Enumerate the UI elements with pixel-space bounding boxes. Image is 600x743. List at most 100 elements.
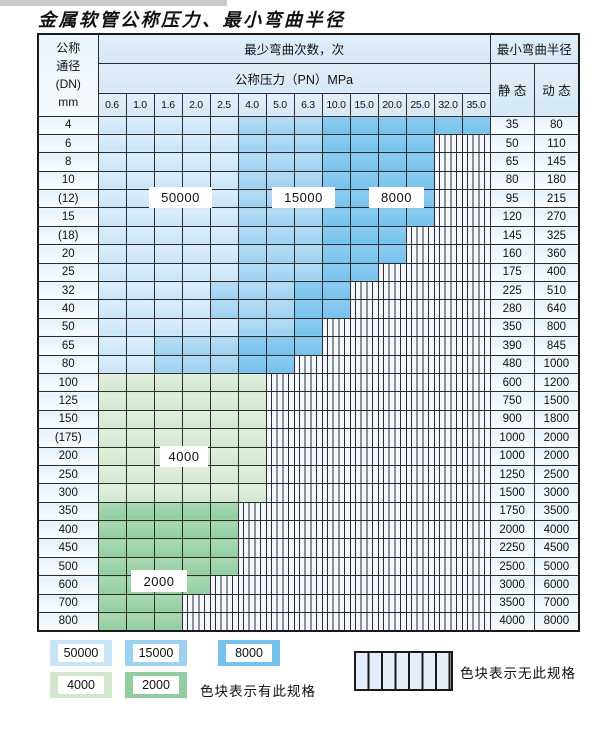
dynamic-value-cell: 510: [533, 281, 580, 301]
dn-cell: 300: [37, 483, 99, 503]
spec-cell-no-spec: [321, 575, 351, 595]
spec-cell-no-spec: [433, 207, 463, 227]
dn-cell: 25: [37, 262, 99, 283]
spec-cell-no-spec: [321, 391, 351, 411]
static-value-cell: 4000: [489, 612, 535, 632]
spec-cell-b8000: [377, 225, 407, 246]
spec-table: 公称 通径 (DN) mm 最少弯曲次数，次 最小弯曲半径 公称压力（PN）MPa 静…: [37, 33, 581, 632]
spec-cell-b8000: [349, 133, 379, 154]
dn-cell: (12): [37, 189, 99, 209]
spec-cell-b50000: [125, 281, 155, 301]
spec-cell-no-spec: [405, 501, 435, 522]
dynamic-value-cell: 4000: [533, 520, 580, 540]
spec-cell-g2000: [125, 501, 155, 522]
spec-cell-b8000: [405, 133, 435, 154]
spec-cell-b50000: [181, 262, 211, 283]
static-value-cell: 480: [489, 354, 535, 374]
spec-cell-b8000: [349, 225, 379, 246]
table-row: 32 225 510: [37, 281, 580, 301]
spec-cell-no-spec: [461, 501, 491, 522]
spec-cell-no-spec: [405, 354, 435, 374]
static-value-cell: 120: [489, 207, 535, 227]
spec-cell-g2000: [97, 575, 127, 595]
spec-cell-b50000: [153, 225, 183, 246]
spec-cell-no-spec: [265, 409, 295, 430]
spec-cell-no-spec: [321, 520, 351, 540]
spec-cell-b15000: [265, 281, 295, 301]
spec-cell-g2000: [209, 520, 239, 540]
spec-cell-no-spec: [321, 336, 351, 356]
legend-note-has-spec: 色块表示有此规格: [200, 684, 316, 699]
spec-cell-no-spec: [405, 483, 435, 503]
dynamic-value-cell: 640: [533, 299, 580, 319]
spec-cell-no-spec: [377, 281, 407, 301]
spec-cell-no-spec: [377, 575, 407, 595]
spec-cell-b8000: [293, 336, 323, 356]
spec-cell-no-spec: [433, 244, 463, 264]
spec-cell-no-spec: [405, 428, 435, 448]
spec-cell-b50000: [125, 354, 155, 374]
dn-cell: 40: [37, 299, 99, 319]
spec-cell-no-spec: [293, 575, 323, 595]
spec-cell-no-spec: [405, 299, 435, 319]
spec-cell-no-spec: [461, 317, 491, 338]
spec-cell-g2000: [209, 501, 239, 522]
spec-cell-g4000: [153, 409, 183, 430]
spec-cell-no-spec: [433, 446, 463, 466]
spec-cell-b15000: [265, 262, 295, 283]
spec-cell-no-spec: [461, 556, 491, 577]
spec-cell-b15000: [237, 189, 267, 209]
spec-cell-b50000: [97, 299, 127, 319]
spec-cell-b15000: [265, 244, 295, 264]
spec-cell-b15000: [237, 299, 267, 319]
spec-cell-no-spec: [181, 593, 211, 614]
table-row: 250 1250 2500: [37, 464, 580, 485]
table-row: 700 3500 7000: [37, 593, 580, 614]
spec-cell-no-spec: [293, 593, 323, 614]
spec-cell-g2000: [97, 593, 127, 614]
spec-cell-g4000: [125, 391, 155, 411]
spec-cell-no-spec: [405, 281, 435, 301]
spec-cell-no-spec: [181, 612, 211, 632]
dn-cell: 400: [37, 520, 99, 540]
spec-cell-no-spec: [433, 464, 463, 485]
legend-swatch-15000: 15000: [125, 640, 187, 666]
spec-cell-no-spec: [377, 428, 407, 448]
spec-cell-no-spec: [237, 556, 267, 577]
pressure-col-header: 4.0: [237, 92, 267, 117]
radius-header: 最小弯曲半径: [489, 33, 580, 64]
spec-cell-g4000: [97, 446, 127, 466]
spec-cell-b50000: [125, 317, 155, 338]
spec-cell-b50000: [153, 317, 183, 338]
dynamic-value-cell: 6000: [533, 575, 580, 595]
spec-cell-no-spec: [321, 538, 351, 558]
spec-cell-g4000: [237, 372, 267, 393]
spec-cell-b8000: [293, 299, 323, 319]
spec-cell-no-spec: [461, 409, 491, 430]
table-row: 300 1500 3000: [37, 483, 580, 503]
pressure-col-header: 6.3: [293, 92, 323, 117]
dynamic-value-cell: 325: [533, 225, 580, 246]
dn-cell: 800: [37, 612, 99, 632]
spec-cell-b8000: [321, 299, 351, 319]
spec-cell-b50000: [209, 225, 239, 246]
static-value-cell: 280: [489, 299, 535, 319]
spec-cell-no-spec: [405, 317, 435, 338]
zone-label-8000: 8000: [369, 187, 424, 208]
static-value-cell: 2250: [489, 538, 535, 558]
table-row: 500 2500 5000: [37, 556, 580, 577]
spec-cell-no-spec: [349, 317, 379, 338]
spec-cell-b8000: [293, 281, 323, 301]
spec-cell-b8000: [321, 152, 351, 172]
spec-cell-b50000: [97, 262, 127, 283]
spec-cell-no-spec: [293, 446, 323, 466]
spec-cell-no-spec: [349, 464, 379, 485]
spec-cell-no-spec: [461, 299, 491, 319]
spec-cell-no-spec: [377, 464, 407, 485]
dynamic-value-cell: 360: [533, 244, 580, 264]
spec-cell-b50000: [125, 299, 155, 319]
spec-cell-no-spec: [209, 593, 239, 614]
dn-header-line: mm: [58, 95, 79, 110]
spec-cell-b50000: [153, 244, 183, 264]
spec-cell-b50000: [181, 115, 211, 135]
